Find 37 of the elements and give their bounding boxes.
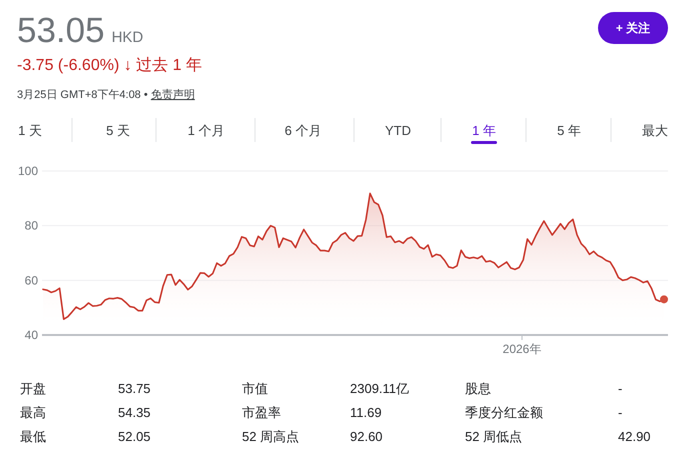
- text: YTD: [385, 123, 411, 138]
- y-tick-label: 40: [24, 328, 38, 342]
- text: 53.75: [118, 381, 151, 396]
- text: -: [618, 405, 622, 420]
- y-tick-label: 60: [24, 273, 38, 288]
- text: 5 年: [557, 123, 581, 138]
- text: 2026年: [502, 342, 542, 356]
- text: 股息: [465, 381, 491, 396]
- text: 市盈率: [242, 405, 281, 420]
- y-tick-label: 100: [18, 164, 38, 178]
- button-follow: + 关注: [598, 12, 668, 44]
- text: 52.05: [118, 429, 151, 444]
- text: 52 周低点: [465, 429, 522, 444]
- text: 5 天: [106, 123, 130, 138]
- text: 最大: [642, 123, 668, 138]
- text: 免责声明: [150, 88, 195, 101]
- text: 最高: [20, 405, 46, 420]
- text: 最低: [20, 429, 46, 444]
- text: 3月25日 GMT+8下午4:08 •: [17, 89, 148, 101]
- text: 11.69: [350, 405, 382, 420]
- text: 54.35: [118, 405, 151, 420]
- text: 42.90: [618, 429, 651, 444]
- text: -: [618, 381, 622, 396]
- text: 92.60: [350, 429, 383, 444]
- text: 6 个月: [284, 123, 322, 138]
- text: 1 年: [472, 123, 496, 138]
- text: 开盘: [20, 381, 46, 396]
- chart-title: 53.05: [17, 11, 105, 50]
- text: 1 个月: [188, 123, 224, 138]
- text: HKD: [112, 29, 144, 46]
- text: 季度分红金额: [465, 405, 543, 420]
- text: 2309.11亿: [350, 381, 410, 396]
- y-tick-label: 80: [24, 218, 38, 233]
- text: -3.75 (-6.60%) ↓ 过去 1 年: [17, 56, 202, 74]
- text: 市值: [242, 381, 268, 396]
- text: 52 周高点: [242, 429, 300, 444]
- text: 1 天: [18, 123, 42, 138]
